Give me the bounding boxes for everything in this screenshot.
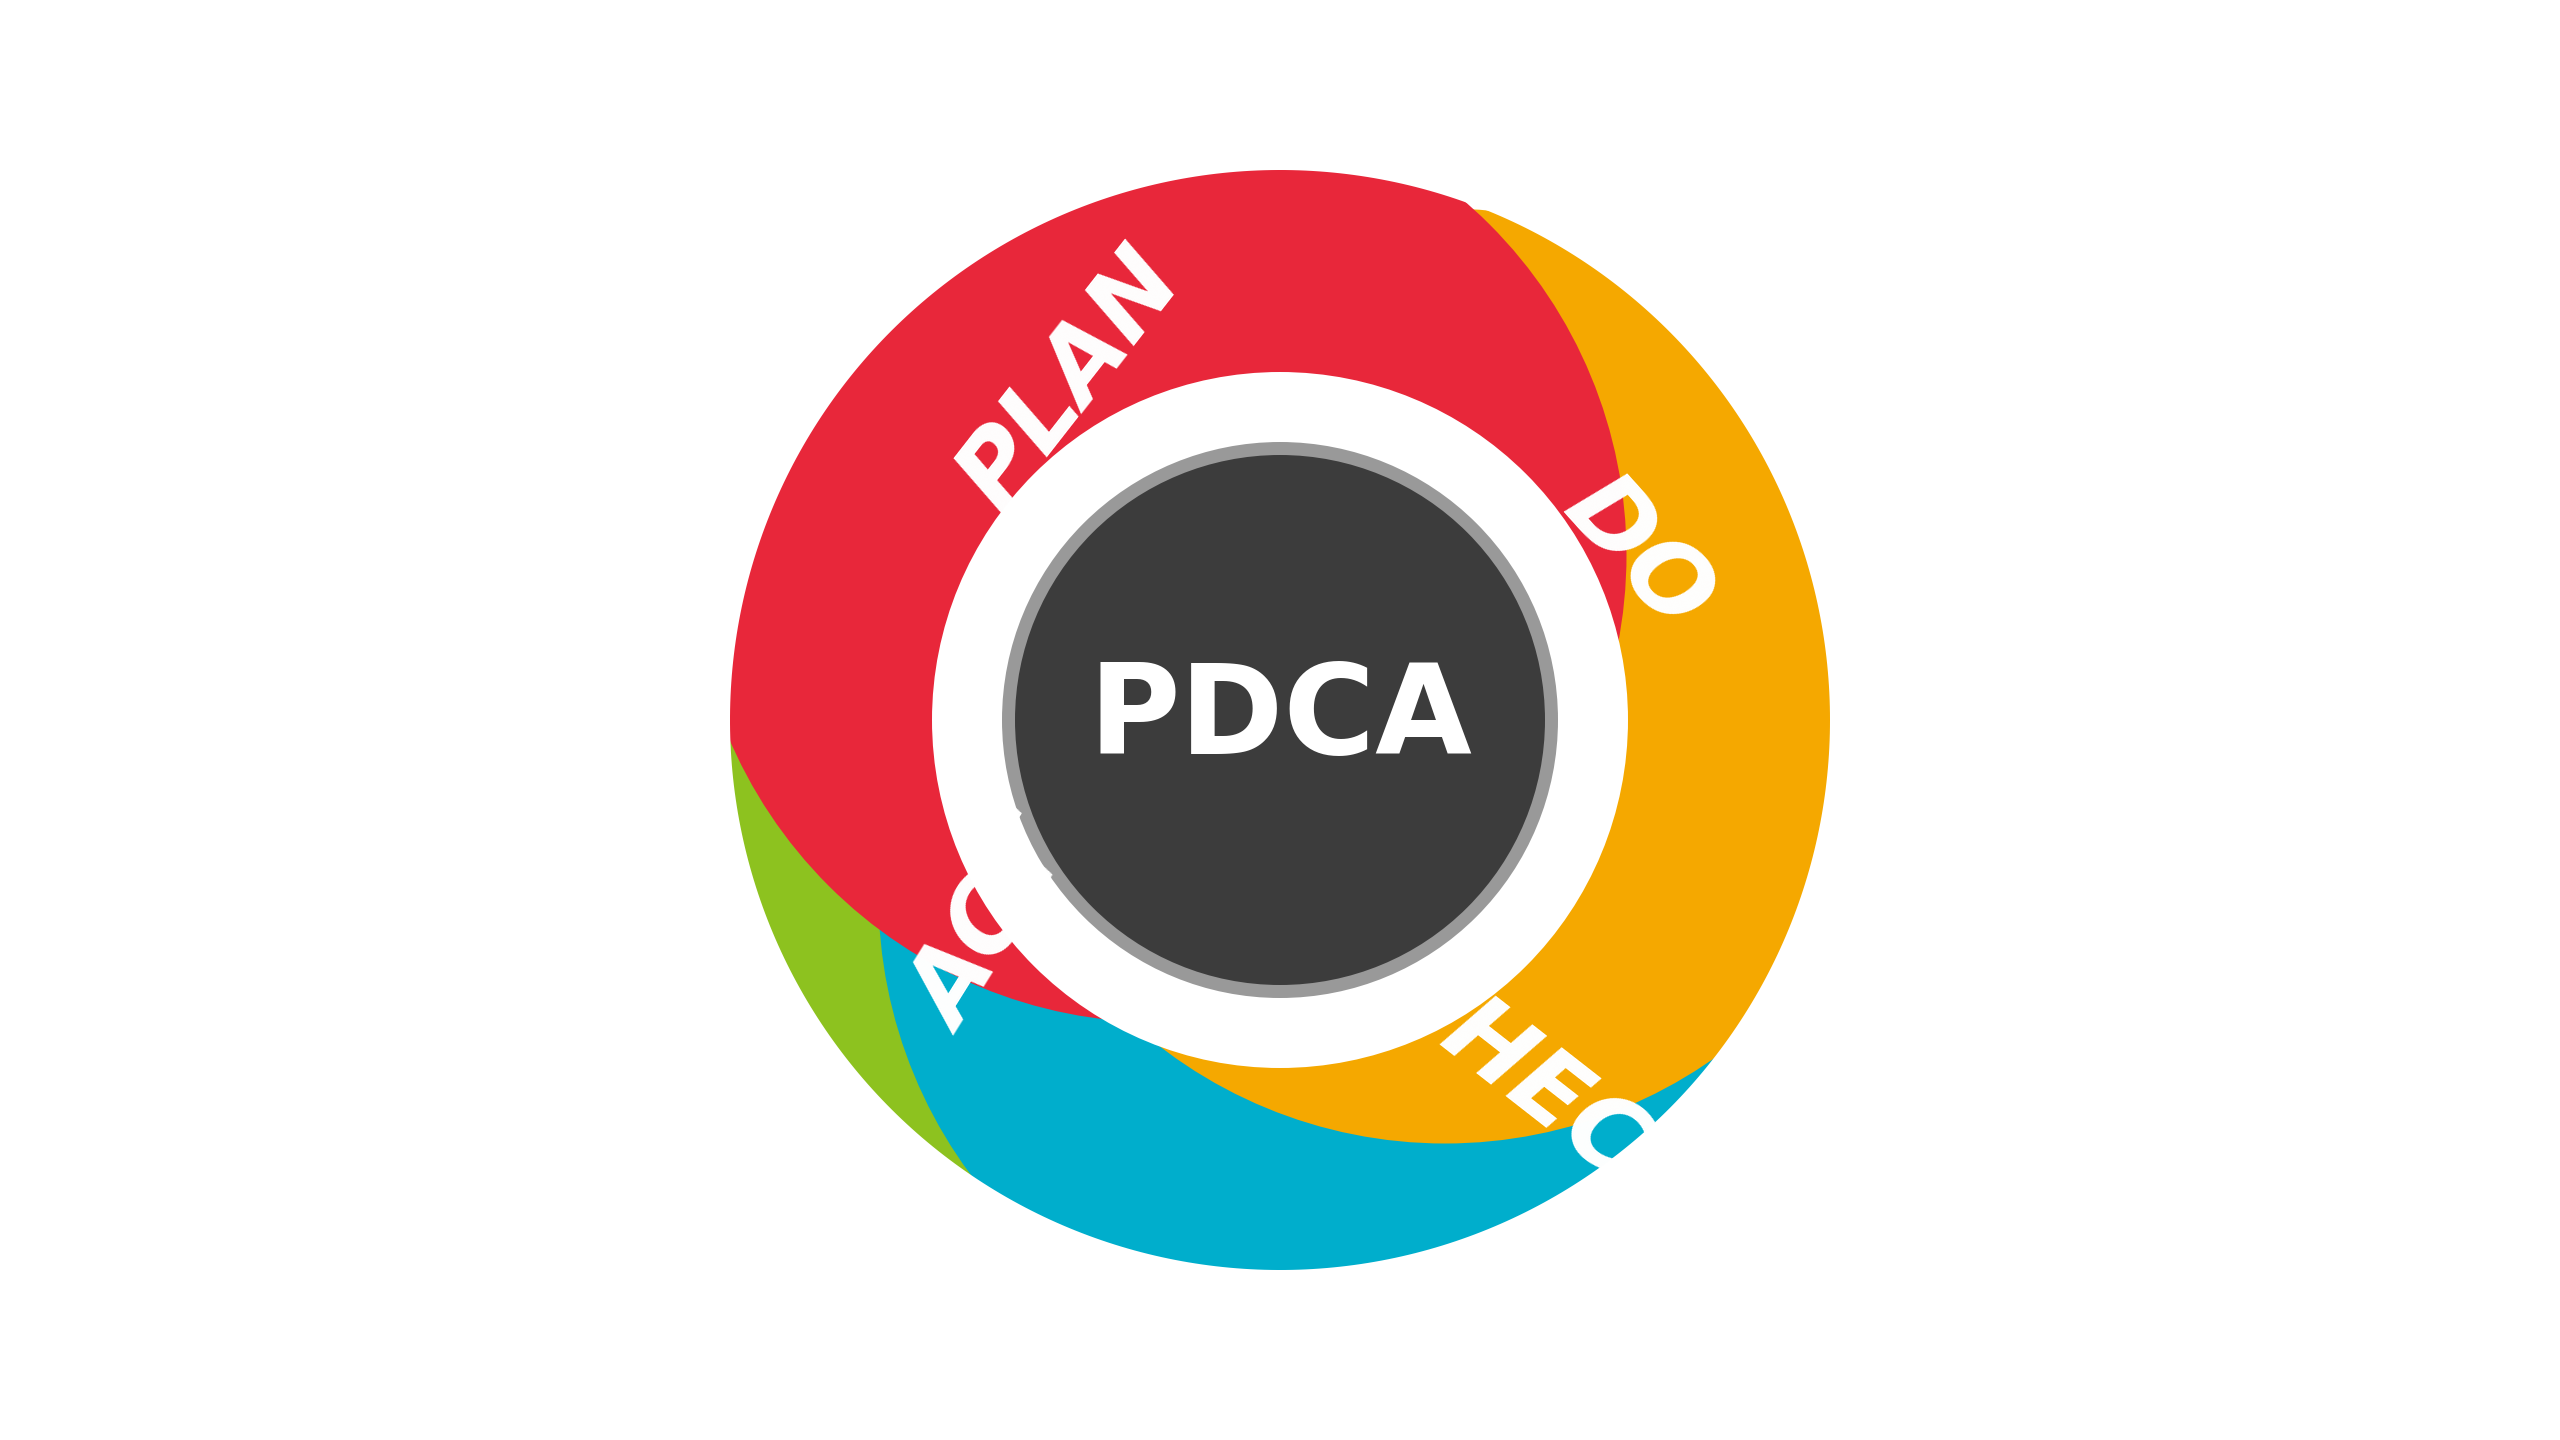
Text: Lorem ipsum dolor sit amet,
consectetur adipiscing elit, sed
do eiusmod tempor i: Lorem ipsum dolor sit amet, consectetur … (366, 359, 755, 482)
Text: C: C (2048, 806, 2353, 1210)
Circle shape (932, 372, 1628, 1068)
Text: CHECK: CHECK (1367, 940, 1723, 1248)
Text: The Standard Lorem
Ipsum Passage: The Standard Lorem Ipsum Passage (1792, 223, 2143, 289)
Text: A: A (179, 806, 502, 1210)
Text: The Standard Lorem
Ipsum Passage: The Standard Lorem Ipsum Passage (1792, 842, 2143, 909)
Text: The Standard Lorem
Ipsum Passage: The Standard Lorem Ipsum Passage (404, 842, 755, 909)
Text: Your Logo: Your Logo (2255, 1361, 2504, 1404)
Circle shape (691, 88, 1626, 1022)
Text: Lorem ipsum dolor sit amet,
consectetur adipiscing elit, sed
do eiusmod tempor i: Lorem ipsum dolor sit amet, consectetur … (366, 978, 755, 1102)
Circle shape (658, 318, 1592, 1253)
Text: PLAN: PLAN (942, 232, 1201, 527)
Circle shape (978, 209, 1912, 1143)
Circle shape (1014, 455, 1546, 985)
Text: PDCA: PDCA (1088, 660, 1472, 780)
Text: The Standard Lorem
Ipsum Passage: The Standard Lorem Ipsum Passage (404, 223, 755, 289)
Text: D: D (2048, 86, 2394, 490)
Circle shape (878, 429, 1812, 1364)
Text: ACT: ACT (896, 812, 1093, 1047)
Text: Lorem ipsum dolor sit amet,
consectetur adipiscing elit, sed
do eiusmod tempor i: Lorem ipsum dolor sit amet, consectetur … (1792, 359, 2181, 482)
Text: Lorem ipsum dolor sit amet,
consectetur adipiscing elit, sed
do eiusmod tempor i: Lorem ipsum dolor sit amet, consectetur … (1792, 978, 2181, 1102)
Circle shape (1001, 442, 1559, 998)
Text: P: P (179, 86, 484, 490)
Text: DO: DO (1546, 461, 1731, 649)
Text: 6   | Company  | Date 2021: 6 | Company | Date 2021 (56, 1372, 358, 1392)
